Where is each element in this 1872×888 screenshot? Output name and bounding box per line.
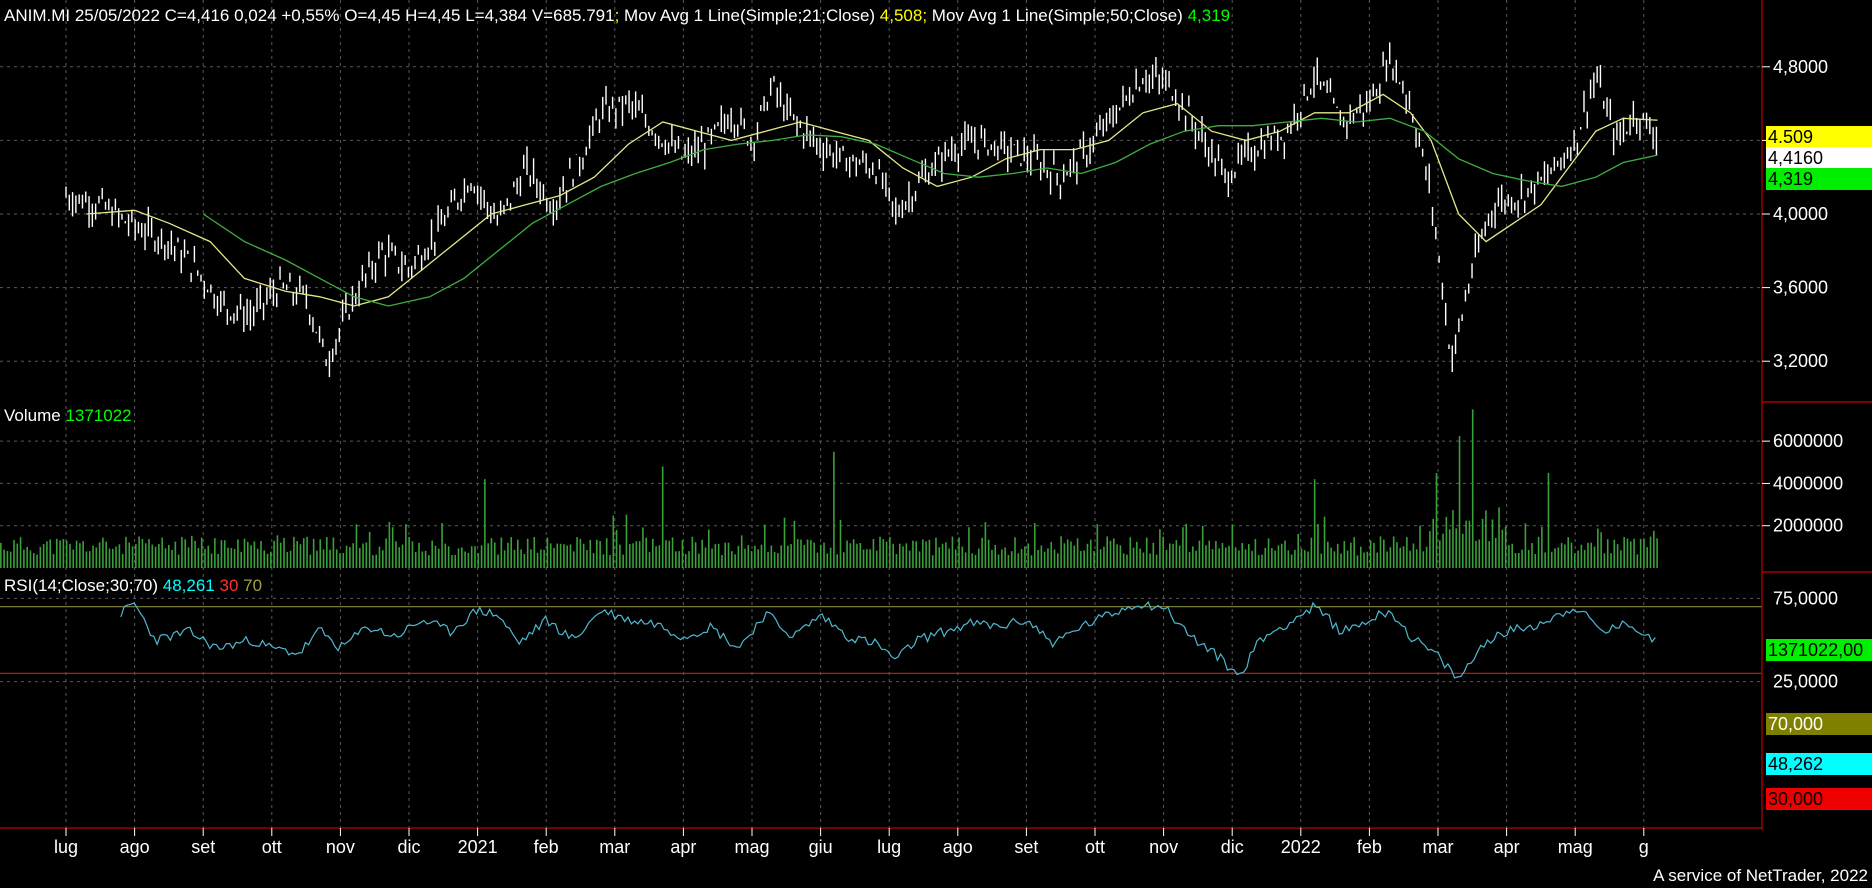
price-tick-label: 3,2000 <box>1773 351 1828 371</box>
x-tick-label: ott <box>262 837 282 857</box>
x-tick-label: nov <box>326 837 355 857</box>
rsi-last-value-box <box>1766 753 1872 775</box>
rsi-low-last-value: 30,000 <box>1768 789 1823 809</box>
rsi-label: RSI(14;Close;30;70) <box>4 576 163 595</box>
price-tick-label: 3,6000 <box>1773 278 1828 298</box>
rsi-tick-label: 75,0000 <box>1773 588 1838 608</box>
x-tick-label: ago <box>943 837 973 857</box>
ma21-label: Mov Avg 1 Line(Simple;21;Close) <box>619 6 880 25</box>
ma21-last-value-box <box>1766 126 1872 148</box>
x-tick-label: ott <box>1085 837 1105 857</box>
ma50-value: 4,319 <box>1187 6 1231 25</box>
volume-last-value: 1371022,00 <box>1768 640 1863 660</box>
x-tick-label: mar <box>1423 837 1454 857</box>
x-tick-label: dic <box>397 837 420 857</box>
x-tick-label: mar <box>599 837 630 857</box>
x-tick-label: apr <box>1494 837 1520 857</box>
volume-value: 1371022 <box>65 406 132 425</box>
close-last-value-box <box>1766 147 1872 169</box>
volume-tick-label: 6000000 <box>1773 431 1843 451</box>
rsi-low-last-value-box <box>1766 788 1872 810</box>
price-tick-label: 4,8000 <box>1773 57 1828 77</box>
volume-label: Volume <box>4 406 66 425</box>
volume-bars <box>0 409 1658 568</box>
grid-lines <box>0 0 1762 830</box>
axis-labels: 4,80004,40004,00003,60003,20006000000400… <box>54 57 1872 857</box>
rsi-low: 30 <box>219 576 239 595</box>
rsi-line <box>120 600 1656 679</box>
close-last-value: 4,4160 <box>1768 148 1823 168</box>
x-tick-label: apr <box>670 837 696 857</box>
x-tick-label: lug <box>54 837 78 857</box>
rsi-high: 70 <box>243 576 263 595</box>
x-tick-label: nov <box>1149 837 1178 857</box>
ma50-last-value: 4,319 <box>1768 169 1813 189</box>
x-tick-label: set <box>191 837 215 857</box>
volume-tick-label: 4000000 <box>1773 473 1843 493</box>
volume-tick-label: 2000000 <box>1773 516 1843 536</box>
x-tick-label: ago <box>120 837 150 857</box>
ma21-line <box>86 93 1658 307</box>
header-separator: ; <box>614 6 620 25</box>
footer-credit: A service of NetTrader, 2022 <box>1653 866 1868 885</box>
price-header: ANIM.MI 25/05/2022 C=4,416 0,024 +0,55% … <box>4 6 1230 26</box>
x-tick-label: mag <box>1558 837 1593 857</box>
x-tick-label: g <box>1639 837 1649 857</box>
x-tick-label: 2021 <box>458 837 498 857</box>
x-tick-label: set <box>1014 837 1038 857</box>
axes <box>0 0 1872 836</box>
x-tick-label: dic <box>1221 837 1244 857</box>
x-tick-label: giu <box>809 837 833 857</box>
ma50-last-value-box <box>1766 168 1872 190</box>
ma21-value: 4,508 <box>879 6 923 25</box>
rsi-value: 48,261 <box>162 576 215 595</box>
x-tick-label: lug <box>877 837 901 857</box>
x-tick-label: feb <box>1357 837 1382 857</box>
x-tick-label: mag <box>734 837 769 857</box>
price-tick-label: 4,0000 <box>1773 204 1828 224</box>
series-lines <box>0 42 1762 679</box>
ma50-line <box>202 117 1658 307</box>
rsi-last-value: 48,262 <box>1768 754 1823 774</box>
header-separator: ; <box>922 6 928 25</box>
quote-text: ANIM.MI 25/05/2022 C=4,416 0,024 +0,55% … <box>4 6 615 25</box>
x-tick-label: feb <box>534 837 559 857</box>
rsi-high-last-value-box <box>1766 713 1872 735</box>
rsi-header: RSI(14;Close;30;70) 48,261 30 70 <box>4 576 262 596</box>
rsi-tick-label: 25,0000 <box>1773 672 1838 692</box>
volume-header: Volume 1371022 <box>4 406 132 426</box>
ma50-label: Mov Avg 1 Line(Simple;50;Close) <box>927 6 1188 25</box>
x-tick-label: 2022 <box>1281 837 1321 857</box>
volume-last-value-box <box>1766 639 1872 661</box>
ma21-last-value: 4.509 <box>1768 127 1813 147</box>
rsi-high-last-value: 70,000 <box>1768 714 1823 734</box>
